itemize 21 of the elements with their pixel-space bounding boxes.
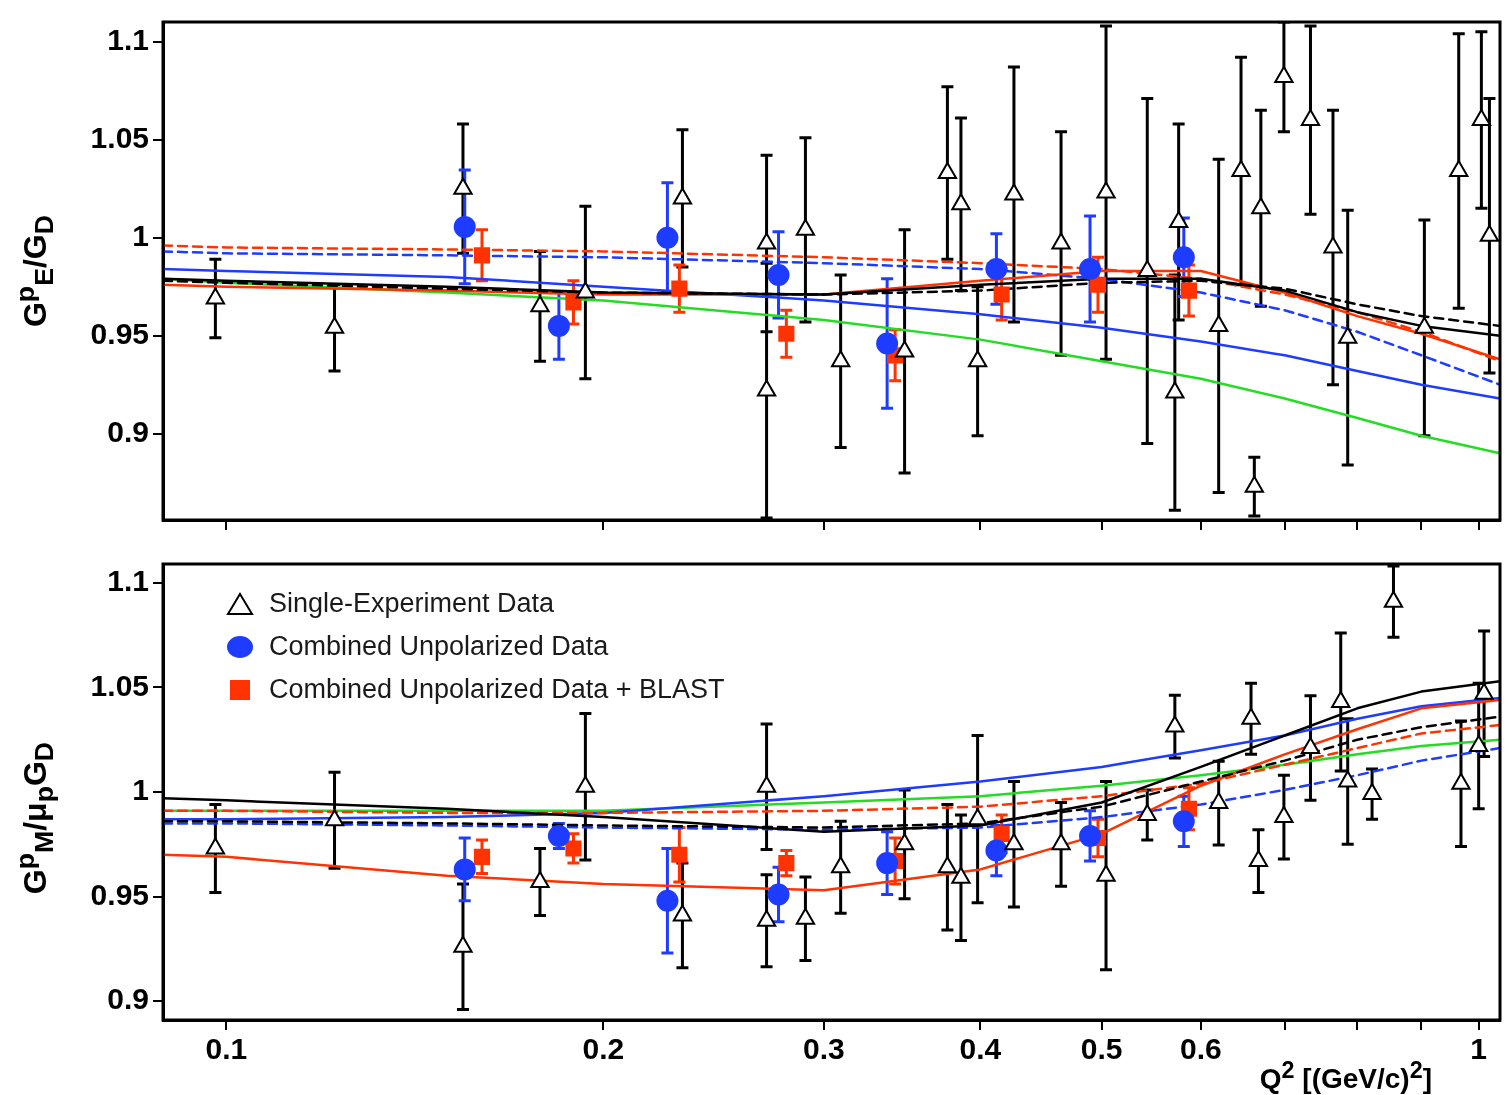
- legend-label: Combined Unpolarized Data: [269, 631, 609, 662]
- y-tick-label: 1: [132, 218, 149, 252]
- x-axis-title: Q$^{2}$ [(GeV/c)$^{2}$]: [1259, 1056, 1432, 1095]
- x-tick-label: 0.2: [582, 1032, 625, 1066]
- x-tick-label: 0.5: [1080, 1032, 1123, 1066]
- x-tick-label: 0.6: [1179, 1032, 1222, 1066]
- y-tick-label: 1.1: [107, 564, 149, 598]
- y-tick-label: 1: [132, 773, 149, 807]
- y-tick-label: 0.9: [107, 415, 149, 448]
- legend-label: Single-Experiment Data: [269, 588, 555, 619]
- y-tick-label: 1.1: [107, 22, 149, 56]
- x-tick-label: 0.4: [959, 1032, 1002, 1066]
- y-tick-label: 1.05: [90, 668, 149, 702]
- legend-label: Combined Unpolarized Data + BLAST: [269, 674, 725, 705]
- y-tick-label: 0.9: [107, 982, 149, 1016]
- x-tick-label: 0.3: [803, 1032, 845, 1066]
- y-tick-label: 0.95: [90, 316, 149, 350]
- y-tick-label: 1.05: [90, 120, 149, 154]
- x-tick-label: 0.1: [205, 1032, 248, 1066]
- x-tick-label: 1: [1470, 1032, 1488, 1066]
- y-tick-label: 0.95: [90, 877, 149, 911]
